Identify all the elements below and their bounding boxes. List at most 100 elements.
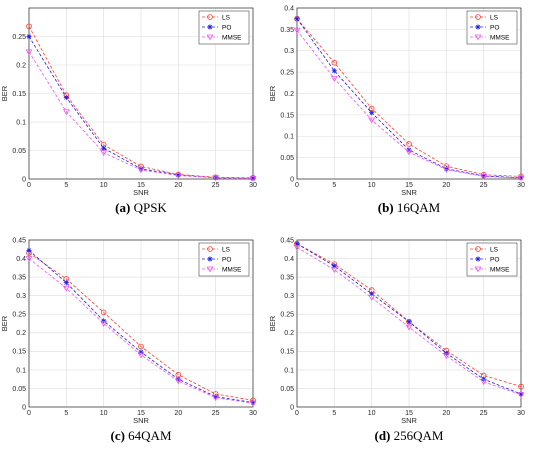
y-tick-label: 0.2 [284,330,294,337]
data-point-mmse [249,176,257,182]
x-tick-label: 25 [212,182,220,189]
y-tick-label: 0.3 [284,48,294,55]
y-tick-label: 0.1 [16,367,26,374]
x-tick-label: 15 [137,182,145,189]
data-point-ls [26,23,32,30]
legend-label-mmse: MMSE [222,266,242,273]
caption-letter: (c) [110,428,124,443]
x-tick-label: 5 [64,182,68,189]
legend-label-mmse: MMSE [490,34,510,41]
x-tick-label: 5 [332,410,336,417]
legend-label-mmse: MMSE [222,34,242,41]
x-tick-label: 20 [442,410,450,417]
y-tick-label: 0.15 [280,349,294,356]
data-point-mmse [62,109,70,116]
data-point-po-stroke-3 [294,16,300,21]
y-tick-label: 0.3 [284,293,294,300]
x-tick-label: 30 [517,410,525,417]
data-point-ls [138,343,144,350]
x-tick-label: 0 [295,182,299,189]
data-point-mmse [137,167,145,174]
data-point-po [26,247,32,253]
axes-box [28,239,254,408]
legend-marker-po [207,24,213,30]
data-point-po [294,16,300,22]
data-point-po [63,94,69,101]
legend: LS PO MMSE [466,10,518,45]
x-axis-label: SNR [401,416,417,425]
y-tick-label: 0.25 [280,70,294,77]
data-point-ls [100,309,107,316]
legend-marker-ls [207,14,213,20]
data-point-mmse [442,353,450,360]
y-tick-label: 0.1 [16,119,26,126]
x-axis-label: SNR [133,188,149,197]
data-point-po [406,319,412,325]
y-tick-label: 0 [22,176,26,183]
data-point-po-stroke-3 [332,263,337,269]
data-point-po-stroke-3 [369,110,374,115]
data-point-mmse [480,379,488,386]
legend-marker-po [475,256,481,262]
y-tick-label: 0.4 [284,256,294,263]
legend-label-ls: LS [222,14,231,21]
legend-marker-po-stroke-3 [207,24,213,30]
y-tick-label: 0.3 [16,293,26,300]
y-axis-label: BER [0,85,9,101]
y-tick-label: 0.15 [280,112,294,119]
legend-marker-ls [475,14,481,20]
data-point-mmse [100,150,108,157]
data-point-po [331,263,337,269]
data-point-mmse [212,175,220,182]
data-point-mmse [293,244,301,251]
x-tick-label: 0 [27,182,31,189]
y-tick-label: 0.15 [12,91,26,98]
legend-label-po: PO [490,24,499,31]
legend-marker-mmse [474,266,482,273]
x-tick-label: 15 [405,410,413,417]
data-point-mmse [405,149,413,156]
data-point-mmse [330,267,338,274]
data-point-po-stroke-3 [369,291,374,296]
legend-marker-ls [475,246,481,252]
x-tick-label: 20 [174,410,182,417]
legend-marker-po [207,256,213,262]
chart-caption: (d) 256QAM [375,428,444,443]
legend-marker-po-stroke-3 [475,256,481,262]
data-point-mmse [212,395,220,402]
chart-caption: (b) 16QAM [378,200,441,215]
legend-label-ls: LS [222,246,231,253]
y-tick-label: 0.35 [280,27,294,34]
data-point-po-stroke-3 [481,377,486,382]
caption-text: 16QAM [394,200,441,215]
data-point-mmse [25,49,33,56]
y-tick-label: 0.05 [12,148,26,155]
x-tick-label: 0 [27,410,31,417]
data-point-mmse [405,324,413,331]
series-line-mmse [28,51,254,179]
y-tick-label: 0 [290,404,294,411]
data-point-mmse [368,117,376,124]
data-point-mmse [480,174,488,180]
data-point-ls [406,141,412,147]
data-point-mmse [25,256,33,262]
y-tick-label: 0.2 [16,330,26,337]
data-point-po-stroke-3 [26,248,32,253]
y-tick-label: 0.1 [284,134,294,141]
caption-letter: (d) [375,428,391,443]
x-tick-label: 15 [137,410,145,417]
data-point-po [481,376,487,382]
x-tick-label: 10 [100,410,108,417]
axes-box [28,7,254,180]
legend-label-po: PO [490,256,499,263]
chart-panel-1: 0 5 10 15 20 25 30 0 0.05 0.1 0.15 0.2 0.25 SNR BER LS P… [0,7,257,215]
chart-panel-2: 0 5 10 15 20 25 30 0 0.05 0.1 0.15 0.2 0.25 0.3 0.35 0.… [268,5,525,215]
data-point-mmse [517,392,525,399]
data-point-po-stroke-3 [332,68,337,73]
legend: LS PO MMSE [466,242,518,277]
x-axis-label: SNR [401,188,417,197]
legend-marker-po-stroke-3 [207,256,213,262]
data-point-po [369,110,375,116]
x-tick-label: 25 [212,410,220,417]
